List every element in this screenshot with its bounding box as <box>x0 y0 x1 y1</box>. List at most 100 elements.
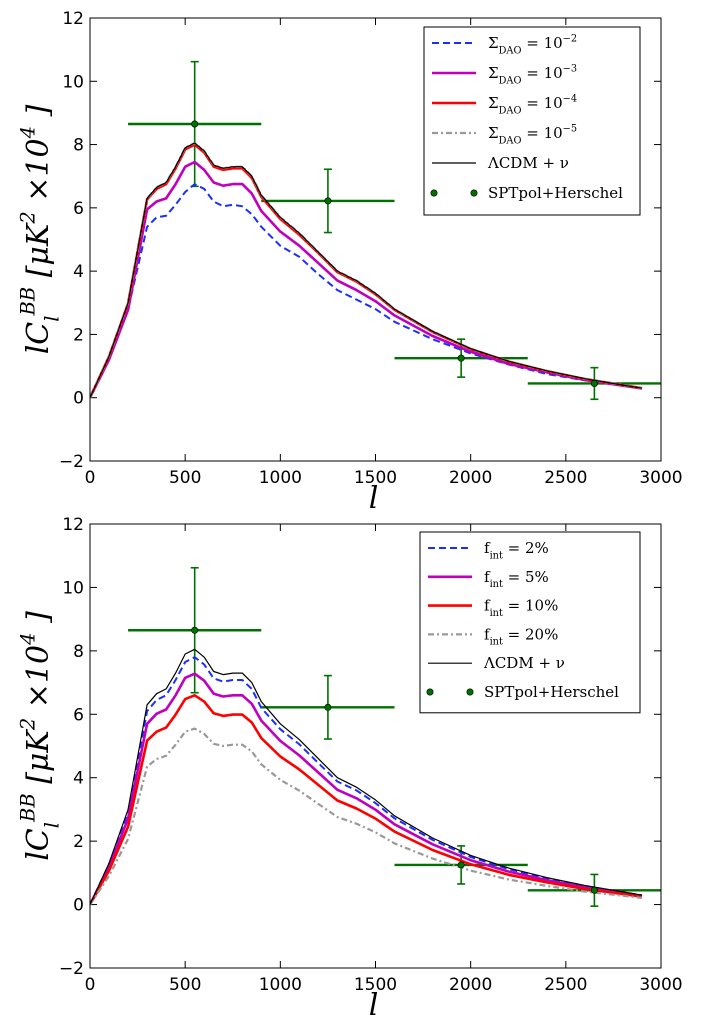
y-tick-label: 6 <box>73 199 84 219</box>
label-part: DAO <box>499 45 522 56</box>
series-line <box>90 694 643 906</box>
series-line <box>90 656 643 906</box>
label-part: = 10 <box>521 94 562 112</box>
label-part: = 10 <box>521 34 562 52</box>
x-tick-label: 1500 <box>354 975 397 995</box>
y-tick-label: 4 <box>73 769 84 789</box>
label-part: −3 <box>563 63 577 74</box>
label-part: Σ <box>488 94 499 112</box>
label-part: [μK <box>21 729 56 794</box>
x-tick-label: 0 <box>85 975 96 995</box>
legend-label: ΣDAO = 10−5 <box>488 123 577 146</box>
data-point <box>324 197 332 205</box>
label-part: −4 <box>563 93 577 104</box>
label-part: DAO <box>499 75 522 86</box>
legend-label: ΣDAO = 10−3 <box>488 63 577 86</box>
y-tick-label: 8 <box>73 136 84 156</box>
y-tick-label: 12 <box>62 515 84 535</box>
legend-label: ΣDAO = 10−4 <box>488 93 577 116</box>
y-tick-label: 0 <box>73 389 84 409</box>
legend-label: fint = 10% <box>484 597 558 619</box>
y-tick-label: 4 <box>73 262 84 282</box>
y-tick-label: 12 <box>62 9 84 29</box>
label-part: lC <box>21 828 56 861</box>
legend-label: ΣDAO = 10−2 <box>488 33 577 56</box>
x-axis-label: l <box>369 481 379 516</box>
label-part: int <box>490 637 503 648</box>
label-part: = 10 <box>521 124 562 142</box>
label-part: DAO <box>499 135 522 146</box>
y-tick-label: 8 <box>73 642 84 662</box>
y-tick-label: −2 <box>59 959 84 979</box>
label-part: lC <box>21 322 56 355</box>
data-point <box>191 120 199 128</box>
legend-box <box>419 531 641 714</box>
data-point <box>590 379 598 387</box>
y-tick-label: 2 <box>73 325 84 345</box>
label-part: f <box>484 597 491 615</box>
label-part: f <box>484 539 491 557</box>
label-part: BB <box>17 793 40 823</box>
y-axis-label: lClBB [μK2 ×104 ] <box>17 104 64 354</box>
axes-frame <box>89 523 662 969</box>
label-part: ] <box>21 104 56 126</box>
label-part: SPTpol+Herschel <box>484 683 619 701</box>
y-tick-label: 2 <box>73 832 84 852</box>
y-axis-label: lClBB [μK2 ×104 ] <box>17 611 64 861</box>
legend-label: fint = 5% <box>484 568 549 590</box>
x-axis-label: l <box>369 988 379 1015</box>
label-part: SPTpol+Herschel <box>488 184 623 202</box>
label-part: ] <box>21 611 56 633</box>
label-part: −2 <box>563 33 577 44</box>
axes-frame <box>89 17 662 462</box>
x-tick-label: 2500 <box>544 975 587 995</box>
panel: 0 500 1000 1500 2000 2500 3000−2024681012llClB… <box>17 9 683 516</box>
label-part: Σ <box>488 124 499 142</box>
series-line <box>90 648 643 905</box>
label-part: DAO <box>499 105 522 116</box>
label-part: ×10 <box>21 138 56 211</box>
label-part: int <box>490 579 503 590</box>
data-point <box>590 886 598 894</box>
legend-label: SPTpol+Herschel <box>488 184 623 202</box>
series-line <box>90 672 643 906</box>
data-point <box>457 861 465 869</box>
label-part: = 10% <box>503 597 558 615</box>
series-line <box>90 727 643 906</box>
series-line <box>90 142 643 398</box>
label-part: ΛCDM + ν <box>483 654 565 672</box>
label-part: BB <box>17 287 40 317</box>
label-part: = 5% <box>503 568 549 586</box>
data-point <box>191 626 199 634</box>
label-part: 2 <box>17 211 40 224</box>
x-tick-label: 0 <box>85 468 96 488</box>
y-tick-label: 10 <box>62 578 84 598</box>
label-part: l <box>41 822 64 828</box>
x-tick-label: 1000 <box>259 975 302 995</box>
label-part: int <box>490 608 503 619</box>
legend-label: ΛCDM + ν <box>483 654 565 672</box>
label-part: 4 <box>17 632 40 645</box>
legend-label: ΛCDM + ν <box>487 154 569 172</box>
x-tick-label: 1000 <box>259 468 302 488</box>
label-part: f <box>484 625 491 643</box>
legend-swatch <box>466 688 474 696</box>
label-part: ×10 <box>21 645 56 718</box>
legend-swatch <box>470 189 478 197</box>
x-tick-label: 500 <box>169 975 201 995</box>
label-part: = 10 <box>521 64 562 82</box>
label-part: 2 <box>17 718 40 731</box>
label-part: int <box>490 550 503 561</box>
label-part: f <box>484 568 491 586</box>
x-tick-label: 3000 <box>639 975 682 995</box>
x-tick-label: 1500 <box>354 468 397 488</box>
label-part: ΛCDM + ν <box>487 154 569 172</box>
y-tick-label: −2 <box>59 452 84 472</box>
legend-label: SPTpol+Herschel <box>484 683 619 701</box>
x-tick-label: 2000 <box>449 975 492 995</box>
x-tick-label: 2500 <box>544 468 587 488</box>
legend-swatch <box>430 189 438 197</box>
legend-swatch <box>426 688 434 696</box>
series-line <box>90 183 643 399</box>
